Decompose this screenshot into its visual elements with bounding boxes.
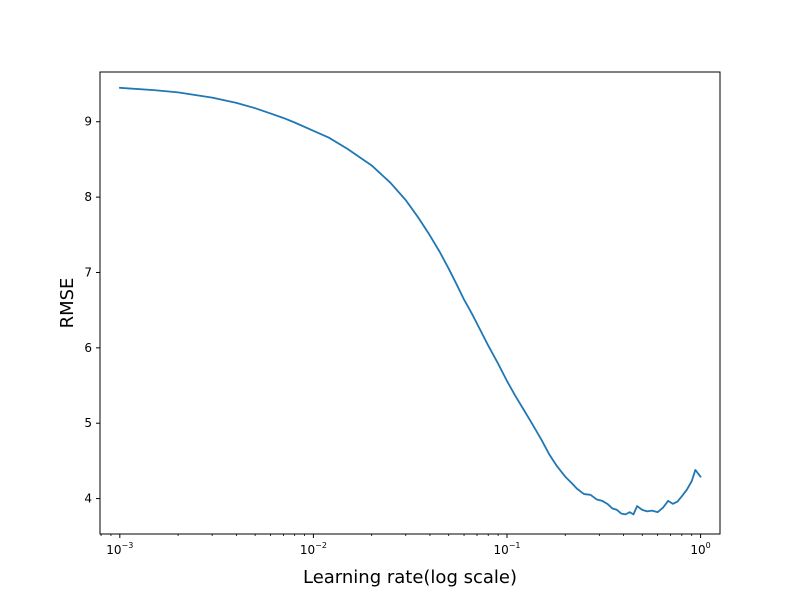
- y-tick-label: 4: [84, 492, 92, 506]
- x-tick-label: 100: [690, 541, 710, 557]
- x-axis: 10−3 10−2 10−1 100: [100, 534, 711, 557]
- y-tick-label: 7: [84, 265, 92, 279]
- x-tick-label: 10−2: [300, 541, 327, 557]
- y-tick-label: 9: [84, 115, 92, 129]
- x-axis-label: Learning rate(log scale): [303, 567, 517, 588]
- plot-area: [118, 86, 702, 516]
- series-line-1: [118, 86, 702, 516]
- x-tick-label: 10−1: [493, 541, 520, 557]
- y-axis: 4 5 6 7 8 9: [84, 115, 100, 506]
- axes-frame: [99, 71, 721, 535]
- x-tick-label: 10−3: [106, 541, 133, 557]
- y-tick-label: 5: [84, 416, 92, 430]
- y-axis-label: RMSE: [57, 278, 78, 329]
- y-tick-label: 8: [84, 190, 92, 204]
- y-tick-label: 6: [84, 341, 92, 355]
